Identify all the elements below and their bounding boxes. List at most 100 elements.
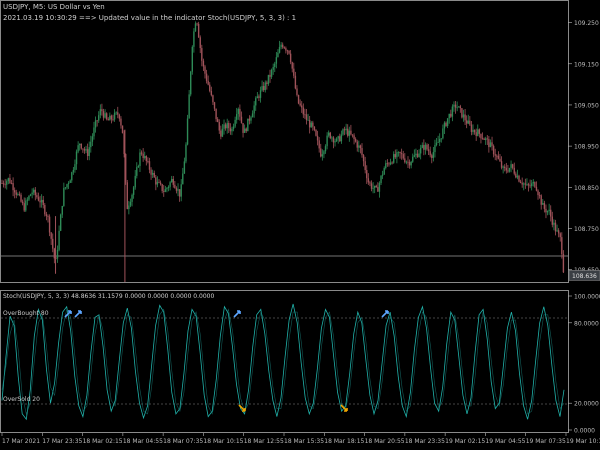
candle-body (297, 94, 300, 104)
candle-body (145, 156, 148, 162)
candle-body (307, 119, 309, 121)
candle-body (362, 155, 365, 162)
candle-body (312, 122, 314, 127)
candle-body (521, 182, 523, 185)
time-tick-label: 18 Mar 02:15 (83, 438, 123, 445)
candle-body (551, 216, 554, 225)
indicator-pane-frame (0, 290, 569, 433)
candle-body (94, 120, 97, 128)
candle-body (31, 192, 33, 195)
candle-body (400, 153, 403, 155)
time-tick-label: 18 Mar 18:15 (324, 438, 364, 445)
candle-body (282, 44, 284, 48)
candle-body (99, 109, 102, 116)
stochastic-tick-label: 80.0000 (574, 320, 599, 327)
candle-body (518, 175, 520, 182)
candle-body (80, 143, 82, 149)
candle-body (378, 183, 381, 192)
candle-body (385, 163, 387, 169)
candle-body (40, 199, 43, 203)
candle-body (123, 133, 125, 155)
candle-body (121, 125, 124, 134)
candle-body (383, 168, 385, 175)
candle-body (489, 142, 492, 148)
candle-body (538, 195, 541, 196)
candle-body (175, 188, 178, 191)
candle-body (524, 183, 527, 185)
candle-body (239, 108, 241, 117)
price-tick-label: 108.750 (574, 226, 599, 233)
candle-body (48, 216, 51, 233)
time-tick-label: 18 Mar 23:35 (405, 438, 445, 445)
candle-body (507, 170, 509, 172)
candle-body (202, 60, 205, 67)
candle-body (296, 88, 298, 95)
candle-body (499, 158, 501, 162)
candle-body (410, 161, 412, 166)
candle-body (310, 122, 312, 128)
candle-body (435, 142, 438, 146)
candle-body (64, 187, 67, 189)
candle-body (394, 154, 397, 158)
candle-body (255, 98, 257, 106)
candle-body (529, 185, 531, 187)
candle-body (86, 149, 89, 157)
candle-body (505, 168, 508, 171)
candle-body (45, 214, 48, 216)
candle-body (272, 67, 274, 70)
candle-body (131, 194, 133, 202)
candle-body (237, 108, 239, 114)
candle-body (331, 137, 333, 139)
candle-body (458, 106, 460, 108)
candle-body (72, 169, 75, 173)
candle-body (251, 113, 254, 118)
candle-body (554, 222, 557, 232)
candle-body (153, 172, 155, 178)
candle-body (74, 164, 76, 170)
candle-body (431, 155, 433, 158)
candle-body (186, 118, 189, 145)
candle-body (470, 124, 473, 132)
candle-body (83, 149, 86, 151)
price-axis: 109.250 109.150 109.050 108.950 108.850 108.7… (568, 20, 600, 281)
candle-body (229, 128, 232, 132)
candle-body (542, 203, 544, 205)
candle-body (75, 151, 78, 165)
candle-body (253, 105, 255, 114)
candle-body (432, 152, 435, 158)
overbought-label: OverBought 80 (3, 310, 49, 317)
candle-body (56, 249, 59, 259)
candle-body (324, 146, 327, 152)
candle-body (424, 144, 427, 150)
candle-body (112, 119, 114, 121)
candle-body (50, 232, 52, 239)
candle-body (67, 182, 70, 185)
candle-body (17, 194, 19, 195)
candle-body (267, 74, 270, 84)
status-message: 2021.03.19 10:30:29 ==> Updated value in… (3, 14, 297, 22)
time-axis: 17 Mar 2021 17 Mar 23:35 18 Mar 02:15 18 Ma… (1, 433, 600, 445)
candle-body (519, 181, 522, 183)
candle-body (454, 104, 457, 108)
time-tick-label: 17 Mar 23:35 (42, 438, 82, 445)
candle-body (426, 144, 428, 150)
candle-body (366, 170, 368, 179)
candle-body (388, 163, 390, 165)
candle-body (204, 66, 206, 74)
candle-body (34, 189, 37, 196)
candle-body (527, 184, 530, 186)
candle-body (36, 195, 38, 198)
candle-body (453, 104, 455, 107)
stochastic-line-2 (1, 308, 565, 415)
candle-body (402, 154, 404, 159)
candle-body (7, 178, 10, 182)
candle-body (205, 73, 208, 81)
candle-body (155, 177, 157, 185)
candle-body (478, 129, 481, 134)
candle-body (380, 175, 382, 184)
symbol-title: USDJPY, M5: US Dollar vs Yen (3, 3, 105, 11)
candle-body (91, 136, 94, 142)
candle-body (305, 114, 308, 120)
candle-body (15, 192, 17, 195)
